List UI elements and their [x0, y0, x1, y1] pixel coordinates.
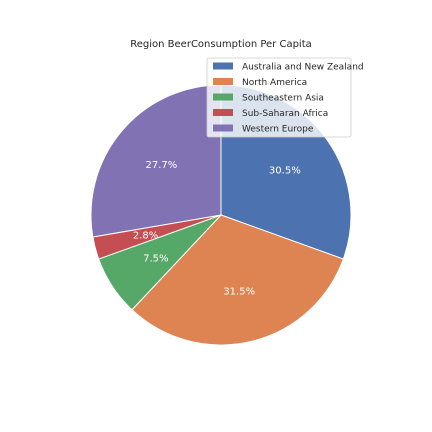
legend-swatch-4: [213, 124, 233, 132]
legend-label-3: Sub-Saharan Africa: [242, 109, 328, 119]
pie-slice-label-1: 31.5%: [223, 286, 255, 297]
legend-swatch-3: [213, 109, 233, 116]
pie-slice-4: [90, 84, 222, 238]
legend-label-4: Western Europe: [242, 125, 314, 135]
legend-items: Australia and New Zealand North America So…: [213, 62, 364, 135]
pie-slice-label-4: 27.7%: [145, 160, 177, 171]
legend: Australia and New Zealand North America So…: [206, 57, 364, 138]
legend-label-0: Australia and New Zealand: [242, 63, 364, 73]
pie-slice-1: [131, 214, 344, 346]
legend-label-2: Southeastern Asia: [242, 94, 324, 104]
legend-label-1: North America: [242, 78, 307, 88]
legend-swatch-0: [213, 62, 233, 70]
pie-slice-label-0: 30.5%: [269, 166, 301, 177]
chart-title: Region BeerConsumption Per Capita: [130, 39, 312, 50]
legend-box: [206, 57, 352, 138]
legend-swatch-2: [213, 93, 233, 101]
legend-swatch-1: [213, 78, 233, 85]
pie-slice-label-3: 2.8%: [133, 230, 158, 241]
pie-slice-labels: 30.5% 31.5% 7.5% 2.8% 27.7%: [133, 160, 301, 297]
pie-slice-label-2: 7.5%: [143, 253, 168, 264]
